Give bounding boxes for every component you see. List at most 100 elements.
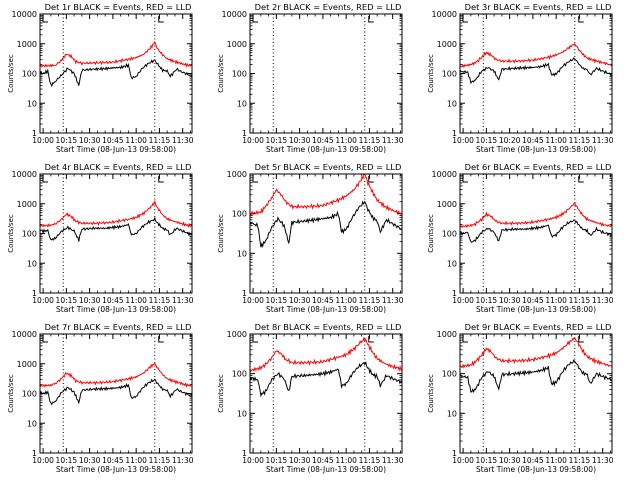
interval-bracket (252, 176, 258, 183)
interval-bracket (578, 176, 584, 183)
x-tick-label: 10:45 (312, 456, 334, 465)
y-axis-label: Counts/sec (7, 374, 15, 413)
x-tick-label: 10:30 (79, 456, 101, 465)
series-lld-line (459, 201, 613, 229)
interval-bracket (368, 176, 374, 183)
x-tick-label: 11:00 (545, 456, 567, 465)
y-tick-label: 1 (452, 129, 457, 138)
x-tick-label: 11:30 (592, 296, 614, 305)
series-lld-line (249, 336, 403, 373)
y-tick-label: 10 (27, 99, 37, 108)
y-axis-label: Counts/sec (427, 374, 435, 413)
panel-det-2: Det 2r BLACK = Events, RED = LLD Counts/s… (217, 2, 404, 154)
x-tick-label: 11:15 (149, 456, 171, 465)
y-tick-label: 10 (27, 419, 37, 428)
x-tick-label: 11:00 (335, 296, 357, 305)
plot-frame (39, 333, 193, 454)
y-tick-label: 1 (242, 129, 247, 138)
y-tick-label: 10 (447, 99, 457, 108)
interval-bracket (462, 176, 468, 183)
x-tick-label: 10:15 (266, 456, 288, 465)
y-tick-label: 1000 (227, 330, 247, 339)
x-tick-label: 10:00 (452, 456, 474, 465)
x-tick-label: 10:45 (522, 136, 544, 145)
x-tick-label: 11:30 (382, 136, 404, 145)
x-tick-label: 10:15 (56, 456, 78, 465)
x-tick-label: 10:30 (499, 296, 521, 305)
panel-title: Det 7r BLACK = Events, RED = LLD (45, 322, 192, 332)
x-tick-label: 10:45 (102, 136, 124, 145)
x-tick-label: 10:30 (289, 296, 311, 305)
x-axis-label: Start Time (08-Jun-13 09:58:00) (476, 145, 596, 154)
x-tick-label: 10:15 (56, 296, 78, 305)
plot-frame (459, 173, 613, 294)
x-tick-label: 10:00 (32, 296, 54, 305)
interval-bracket (462, 16, 468, 23)
x-tick-label: 10:45 (102, 296, 124, 305)
x-tick-label: 11:15 (569, 136, 591, 145)
panel-det-6: Det 6r BLACK = Events, RED = LLD Counts/s… (427, 162, 614, 314)
x-tick-label: 11:15 (359, 296, 381, 305)
panel-det-4: Det 4r BLACK = Events, RED = LLD Counts/s… (7, 162, 194, 314)
x-tick-label: 10:00 (32, 136, 54, 145)
interval-bracket (578, 336, 584, 343)
series-events-line (459, 359, 613, 394)
x-axis-label: Start Time (08-Jun-13 09:58:00) (266, 465, 386, 474)
x-tick-label: 11:00 (125, 456, 147, 465)
y-tick-label: 1 (32, 449, 37, 458)
x-tick-label: 10:45 (522, 296, 544, 305)
interval-bracket (252, 336, 258, 343)
series-events-line (39, 59, 193, 88)
x-tick-label: 10:30 (289, 456, 311, 465)
y-tick-label: 1 (452, 289, 457, 298)
panel-title: Det 5r BLACK = Events, RED = LLD (255, 162, 402, 172)
y-tick-label: 10 (237, 409, 247, 418)
series-events-line (459, 219, 613, 244)
x-axis-label: Start Time (08-Jun-13 09:58:00) (56, 145, 176, 154)
y-tick-label: 1 (32, 129, 37, 138)
interval-bracket (42, 336, 48, 343)
interval-bracket (158, 176, 164, 183)
y-tick-label: 10 (27, 259, 37, 268)
series-events-line (39, 216, 193, 242)
x-tick-label: 10:45 (102, 456, 124, 465)
series-lld-line (459, 43, 613, 69)
y-tick-label: 1 (32, 289, 37, 298)
y-tick-label: 100 (232, 370, 247, 379)
x-tick-label: 10:20 (499, 136, 521, 145)
y-tick-label: 1000 (227, 170, 247, 179)
x-tick-label: 10:00 (242, 296, 264, 305)
y-axis-label: Counts/sec (7, 54, 15, 93)
x-axis-label: Start Time (08-Jun-13 09:58:00) (476, 465, 596, 474)
y-tick-label: 1000 (17, 360, 37, 369)
panel-det-1: Det 1r BLACK = Events, RED = LLD Counts/s… (7, 2, 194, 154)
series-events-line (249, 361, 403, 398)
x-tick-label: 11:15 (569, 296, 591, 305)
x-tick-label: 10:15 (476, 136, 498, 145)
plot-frame (249, 13, 403, 134)
x-tick-label: 10:45 (522, 456, 544, 465)
x-tick-label: 11:00 (545, 296, 567, 305)
x-tick-label: 10:45 (312, 296, 334, 305)
y-tick-label: 10 (447, 409, 457, 418)
plot-frame (459, 333, 613, 454)
x-tick-label: 11:15 (359, 456, 381, 465)
x-tick-label: 10:45 (312, 136, 334, 145)
y-tick-label: 1000 (17, 40, 37, 49)
series-lld-line (39, 40, 193, 68)
x-tick-label: 11:00 (335, 456, 357, 465)
y-axis-label: Counts/sec (217, 54, 225, 93)
interval-bracket (252, 16, 258, 23)
interval-bracket (158, 336, 164, 343)
y-tick-label: 1 (452, 449, 457, 458)
y-tick-label: 10000 (222, 10, 247, 19)
y-tick-label: 1000 (227, 40, 247, 49)
x-axis-label: Start Time (08-Jun-13 09:58:00) (266, 145, 386, 154)
y-axis-label: Counts/sec (217, 374, 225, 413)
y-tick-label: 10000 (432, 170, 457, 179)
series-lld-line (459, 336, 613, 369)
x-tick-label: 10:30 (79, 136, 101, 145)
x-axis-label: Start Time (08-Jun-13 09:58:00) (56, 305, 176, 314)
x-tick-label: 11:00 (125, 136, 147, 145)
x-tick-label: 11:15 (149, 136, 171, 145)
